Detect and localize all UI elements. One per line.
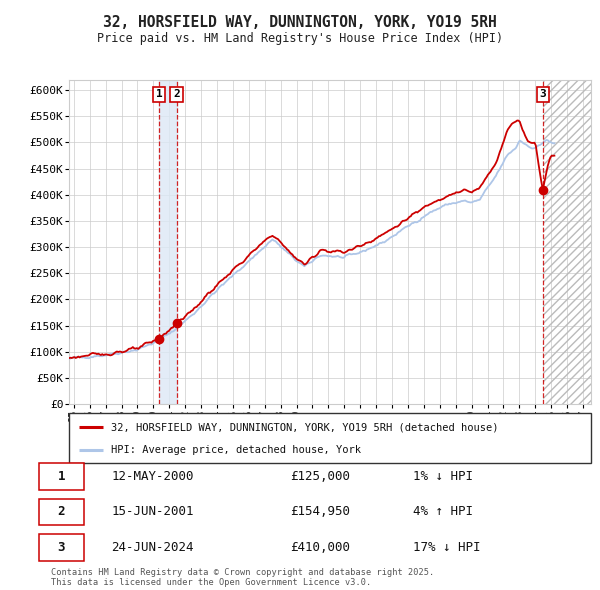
Text: 1: 1 [156,89,163,99]
Text: 17% ↓ HPI: 17% ↓ HPI [413,540,481,554]
Text: 24-JUN-2024: 24-JUN-2024 [112,540,194,554]
Text: 4% ↑ HPI: 4% ↑ HPI [413,505,473,519]
Bar [543,80,591,404]
Text: £125,000: £125,000 [290,470,350,483]
Text: 32, HORSFIELD WAY, DUNNINGTON, YORK, YO19 5RH (detached house): 32, HORSFIELD WAY, DUNNINGTON, YORK, YO1… [111,422,498,432]
FancyBboxPatch shape [39,534,83,560]
Bar [159,80,176,404]
Text: £410,000: £410,000 [290,540,350,554]
Text: 2: 2 [173,89,180,99]
Text: 15-JUN-2001: 15-JUN-2001 [112,505,194,519]
Text: 12-MAY-2000: 12-MAY-2000 [112,470,194,483]
FancyBboxPatch shape [69,413,591,463]
Text: Price paid vs. HM Land Registry's House Price Index (HPI): Price paid vs. HM Land Registry's House … [97,32,503,45]
Text: HPI: Average price, detached house, York: HPI: Average price, detached house, York [111,445,361,455]
Text: 1% ↓ HPI: 1% ↓ HPI [413,470,473,483]
Text: 3: 3 [58,540,65,554]
FancyBboxPatch shape [39,463,83,490]
Text: 1: 1 [58,470,65,483]
Text: Contains HM Land Registry data © Crown copyright and database right 2025.
This d: Contains HM Land Registry data © Crown c… [51,568,434,587]
Text: 3: 3 [539,89,546,99]
Text: £154,950: £154,950 [290,505,350,519]
FancyBboxPatch shape [39,499,83,525]
Text: 32, HORSFIELD WAY, DUNNINGTON, YORK, YO19 5RH: 32, HORSFIELD WAY, DUNNINGTON, YORK, YO1… [103,15,497,30]
Text: 2: 2 [58,505,65,519]
